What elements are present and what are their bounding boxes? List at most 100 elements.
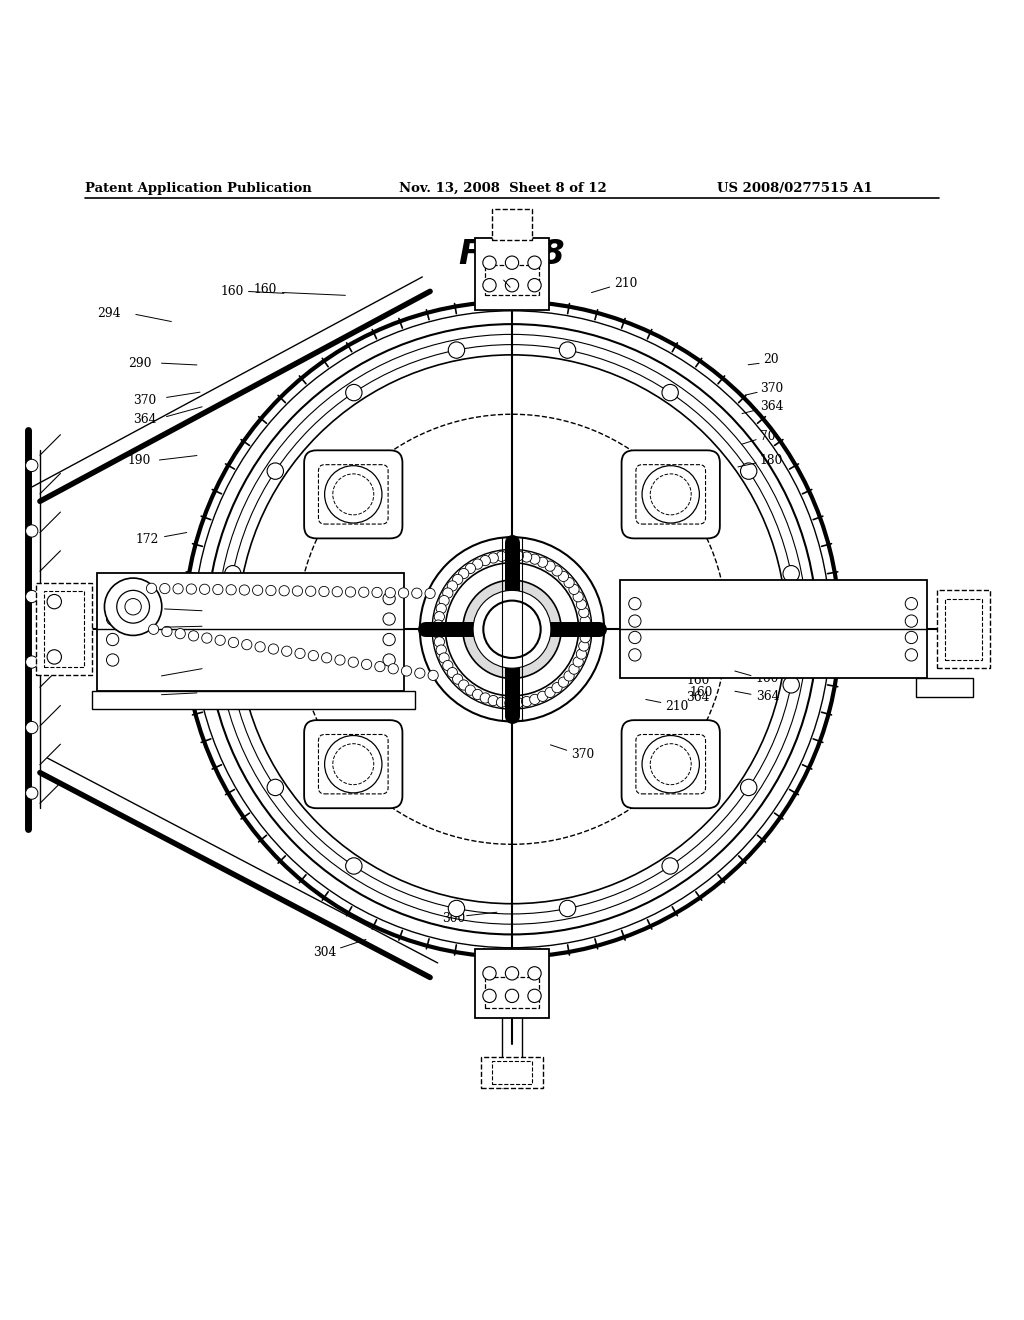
Circle shape [200, 585, 210, 594]
Circle shape [483, 989, 496, 1002]
Circle shape [361, 659, 372, 669]
Circle shape [473, 590, 551, 668]
FancyBboxPatch shape [620, 579, 927, 678]
Circle shape [545, 688, 555, 697]
Text: 160: 160 [220, 285, 244, 298]
Circle shape [513, 550, 523, 561]
Circle shape [146, 583, 157, 594]
Circle shape [783, 677, 800, 693]
Text: 294: 294 [97, 308, 121, 321]
Circle shape [385, 587, 395, 598]
Circle shape [905, 598, 918, 610]
FancyBboxPatch shape [636, 734, 706, 793]
Circle shape [224, 565, 241, 582]
Circle shape [513, 697, 523, 708]
Circle shape [538, 557, 548, 568]
Circle shape [266, 585, 276, 595]
Circle shape [506, 966, 518, 979]
Circle shape [521, 552, 531, 562]
Circle shape [383, 653, 395, 667]
Circle shape [564, 671, 574, 681]
Circle shape [581, 632, 591, 643]
Text: 370: 370 [571, 747, 595, 760]
FancyBboxPatch shape [622, 721, 720, 808]
Circle shape [432, 549, 592, 709]
Circle shape [398, 587, 409, 598]
Circle shape [160, 583, 170, 594]
FancyBboxPatch shape [304, 450, 402, 539]
Circle shape [453, 675, 463, 684]
Circle shape [292, 586, 302, 597]
Circle shape [117, 590, 150, 623]
Circle shape [488, 696, 499, 706]
Circle shape [439, 595, 450, 606]
FancyBboxPatch shape [475, 949, 549, 1019]
Text: 210: 210 [473, 268, 497, 281]
Circle shape [521, 697, 531, 706]
Circle shape [420, 537, 604, 722]
Text: 160: 160 [686, 675, 710, 686]
Circle shape [184, 301, 840, 957]
Circle shape [436, 645, 446, 655]
Circle shape [569, 585, 580, 594]
FancyBboxPatch shape [492, 210, 532, 240]
Circle shape [463, 579, 561, 678]
Circle shape [472, 558, 482, 569]
Text: 364: 364 [686, 692, 710, 705]
Circle shape [401, 665, 412, 676]
FancyBboxPatch shape [937, 590, 990, 668]
Circle shape [433, 620, 443, 630]
Text: 370: 370 [760, 383, 783, 395]
Circle shape [148, 624, 159, 635]
Circle shape [505, 550, 515, 561]
Circle shape [529, 694, 540, 705]
Circle shape [662, 858, 678, 874]
Circle shape [26, 656, 38, 668]
Circle shape [740, 779, 757, 796]
Circle shape [442, 587, 453, 598]
Circle shape [106, 653, 119, 667]
Circle shape [581, 615, 591, 626]
Circle shape [383, 612, 395, 626]
Circle shape [26, 787, 38, 800]
Circle shape [47, 649, 61, 664]
Circle shape [465, 564, 475, 573]
Text: 300: 300 [442, 912, 466, 924]
Circle shape [268, 644, 279, 655]
Circle shape [497, 552, 507, 561]
Circle shape [573, 656, 584, 667]
Circle shape [447, 668, 458, 677]
Circle shape [106, 634, 119, 645]
Circle shape [415, 668, 425, 678]
FancyBboxPatch shape [36, 583, 92, 676]
Circle shape [346, 858, 362, 874]
Circle shape [348, 657, 358, 668]
Circle shape [226, 585, 237, 595]
Text: 304: 304 [313, 946, 337, 960]
Circle shape [228, 638, 239, 648]
Circle shape [905, 615, 918, 627]
Circle shape [579, 640, 589, 651]
Circle shape [445, 562, 579, 696]
FancyBboxPatch shape [304, 721, 402, 808]
Circle shape [345, 587, 355, 597]
Circle shape [202, 632, 212, 643]
Circle shape [335, 655, 345, 665]
Circle shape [483, 601, 541, 657]
Circle shape [333, 474, 374, 515]
Circle shape [372, 587, 382, 598]
Circle shape [545, 561, 555, 572]
Circle shape [346, 384, 362, 401]
Circle shape [472, 689, 482, 700]
Text: 370: 370 [133, 395, 157, 408]
Text: 160: 160 [254, 282, 278, 296]
Circle shape [480, 693, 490, 704]
Circle shape [552, 566, 562, 576]
Circle shape [255, 642, 265, 652]
Circle shape [332, 586, 342, 597]
Circle shape [358, 587, 369, 598]
Circle shape [433, 628, 443, 639]
Circle shape [528, 966, 541, 979]
Circle shape [529, 554, 540, 564]
Text: 160: 160 [756, 672, 779, 685]
